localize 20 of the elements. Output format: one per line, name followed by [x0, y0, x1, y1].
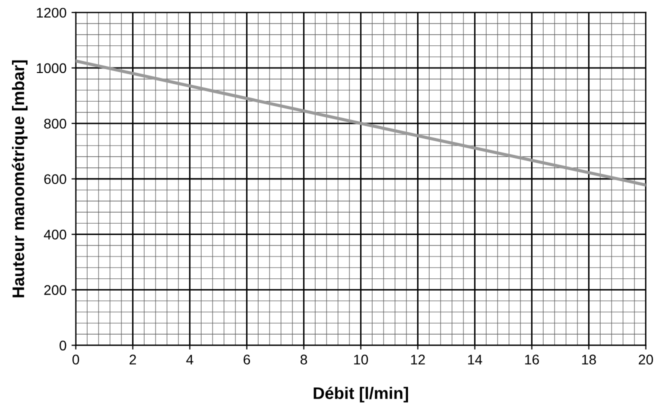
- x-tick-label: 18: [582, 354, 596, 365]
- x-tick-label: 4: [186, 354, 194, 364]
- x-tick-label: 12: [411, 354, 425, 364]
- y-tick-label: 400: [44, 230, 66, 240]
- y-tick-label: 200: [44, 285, 66, 295]
- x-tick-label: 14: [468, 354, 482, 364]
- x-tick-label: 2: [130, 354, 136, 364]
- y-tick-label: 800: [44, 118, 66, 129]
- x-tick-label: 20: [638, 354, 653, 365]
- y-tick-label: 600: [44, 174, 66, 184]
- x-tick-label: 8: [300, 354, 308, 365]
- x-tick-label: 6: [244, 354, 250, 365]
- y-tick-label: 0: [60, 340, 66, 350]
- x-tick-label: 0: [72, 354, 80, 365]
- y-axis-title: Hauteur manométrique [mbar]: [12, 60, 28, 298]
- y-tick-label: 1200: [36, 8, 66, 18]
- y-tick-label: 1000: [36, 63, 66, 74]
- x-tick-label: 10: [354, 354, 368, 365]
- x-axis-title: Débit [l/min]: [314, 386, 408, 402]
- x-tick-label: 16: [525, 354, 539, 365]
